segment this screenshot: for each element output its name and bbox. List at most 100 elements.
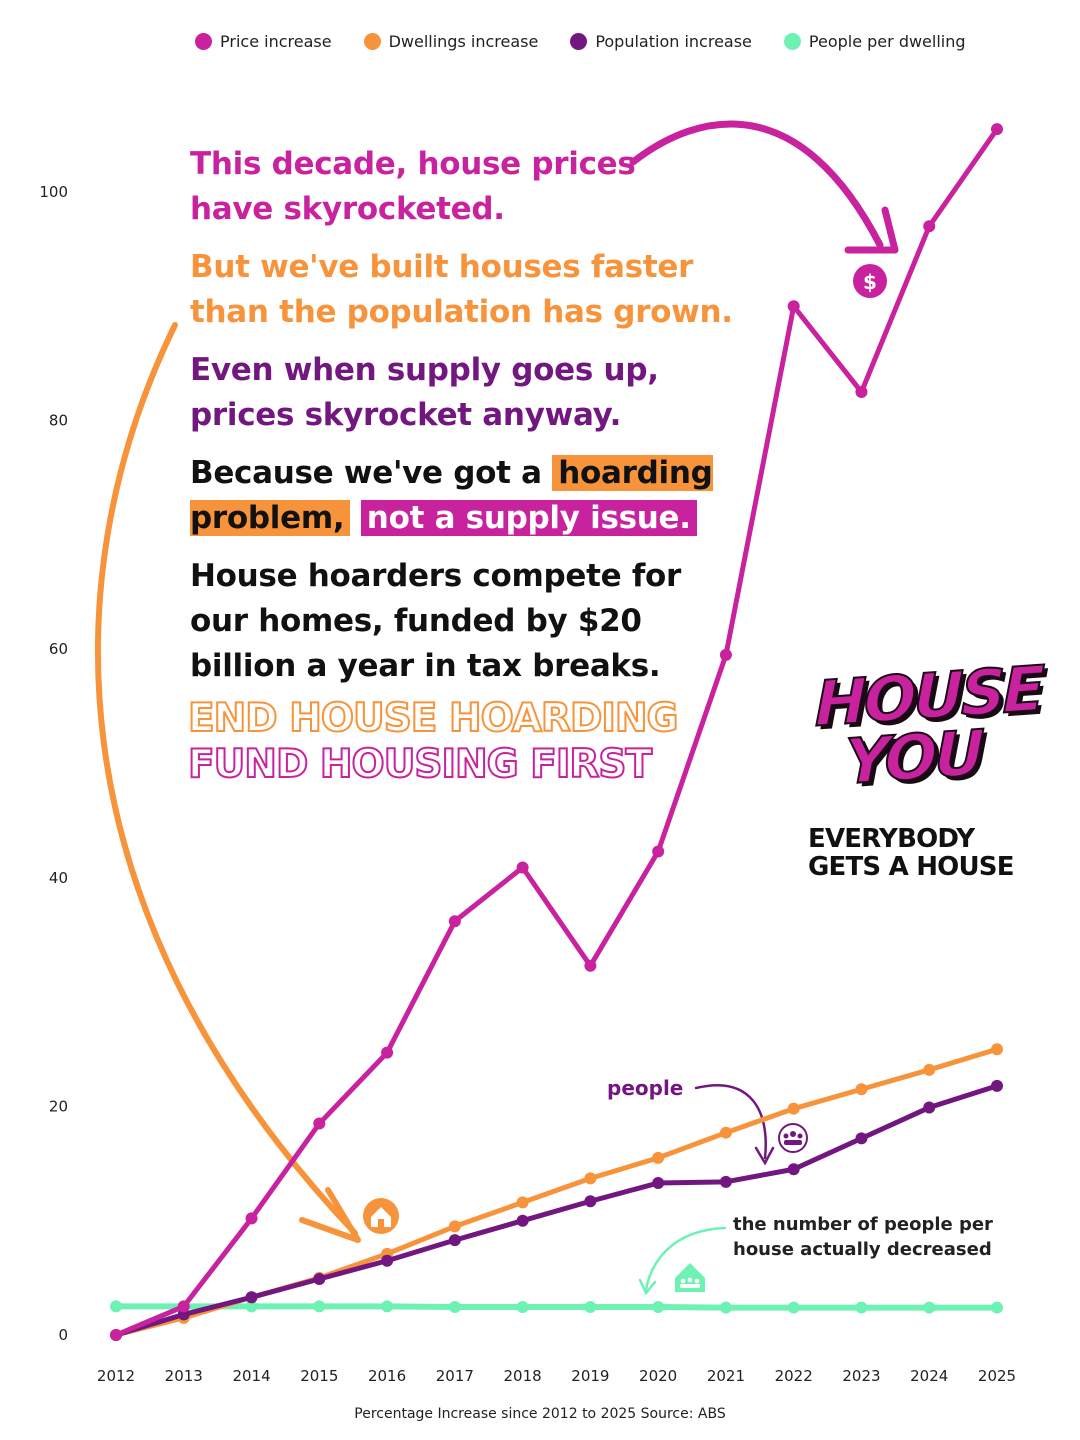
data-point [719, 1126, 732, 1139]
cta-fund-housing: FUND HOUSING FIRST [187, 741, 653, 788]
data-point [787, 1163, 800, 1176]
data-point [855, 1083, 868, 1096]
data-point [245, 1291, 258, 1304]
data-point [516, 1300, 529, 1313]
data-point [991, 1079, 1003, 1092]
logo-tagline: EVERYBODY GETS A HOUSE [808, 825, 1014, 881]
headline-hoarding: Because we've got a hoarding problem, no… [190, 451, 730, 541]
dollar-icon-label: $ [863, 270, 877, 294]
y-axis: 0 20 40 60 80 100 [39, 183, 68, 1344]
data-point [923, 1063, 936, 1076]
logo-word-you: YOU [844, 715, 983, 800]
data-point [516, 1214, 529, 1227]
data-point [448, 915, 461, 928]
data-point [787, 300, 800, 313]
data-point [381, 1300, 394, 1313]
headline-tax-breaks: House hoarders compete for our homes, fu… [190, 558, 682, 684]
chart-caption: Percentage Increase since 2012 to 2025 S… [354, 1406, 726, 1422]
y-tick-label: 0 [58, 1326, 68, 1344]
data-point [177, 1300, 190, 1313]
data-point [313, 1300, 326, 1313]
headline-prices: This decade, house prices have skyrocket… [190, 146, 636, 227]
data-point [313, 1117, 326, 1130]
data-point [719, 1301, 732, 1314]
decrease-annotation-arrow [644, 1226, 727, 1292]
headline-hoarding-prefix: Because we've got a [190, 455, 553, 491]
data-point [584, 1172, 597, 1185]
x-tick-label: 2019 [571, 1367, 609, 1385]
data-point [991, 1301, 1003, 1314]
data-point [245, 1300, 258, 1313]
x-tick-label: 2018 [504, 1367, 542, 1385]
people-arrowhead [754, 1146, 775, 1166]
data-point [245, 1212, 258, 1225]
x-tick-label: 2016 [368, 1367, 406, 1385]
dollar-icon: $ [853, 264, 887, 298]
legend-swatch [570, 33, 588, 50]
series-price-increase [110, 123, 1003, 1341]
x-axis: 2012 2013 2014 2015 2016 2017 2018 2019 2020 2021… [97, 1367, 1016, 1385]
data-point [584, 1195, 597, 1208]
headline-built-faster: But we've built houses faster than the p… [190, 249, 733, 330]
legend-label: Dwellings increase [388, 32, 539, 51]
data-point [313, 1272, 326, 1285]
data-point [923, 1301, 936, 1314]
data-point [991, 1043, 1003, 1056]
x-tick-label: 2024 [910, 1367, 948, 1385]
chart-legend: Price increase Dwellings increase Populati… [195, 32, 966, 51]
decrease-arrowhead [638, 1278, 657, 1296]
series-line [113, 126, 1000, 1338]
price-annotation-arrow [629, 120, 884, 249]
data-point [923, 1101, 936, 1114]
supply-issue-highlight: not a supply issue. [360, 500, 697, 536]
legend-swatch [195, 33, 212, 50]
data-point [652, 1176, 665, 1189]
legend-label: Population increase [595, 32, 752, 51]
x-tick-label: 2021 [707, 1367, 745, 1385]
data-point [652, 1151, 665, 1164]
price-arrowhead [844, 206, 899, 254]
data-point [787, 1102, 800, 1115]
data-point [381, 1254, 394, 1267]
x-tick-label: 2022 [775, 1367, 813, 1385]
data-point [110, 1300, 122, 1313]
series-dwellings-increase [110, 1043, 1003, 1341]
data-point [516, 1196, 529, 1209]
legend-item: Dwellings increase [363, 32, 539, 51]
data-point [448, 1300, 461, 1313]
people-annotation: people [607, 1076, 684, 1100]
cta-end-hoarding: END HOUSE HOARDING [187, 695, 679, 742]
data-point [448, 1234, 461, 1247]
x-tick-label: 2023 [842, 1367, 880, 1385]
data-point [516, 861, 529, 874]
data-point [855, 1301, 868, 1314]
x-tick-label: 2013 [165, 1367, 203, 1385]
people-annotation-arrow [694, 1084, 767, 1160]
data-point [855, 1132, 868, 1145]
headline-supply: Even when supply goes up, prices skyrock… [190, 352, 659, 433]
data-point [110, 1329, 122, 1341]
y-tick-label: 80 [49, 412, 68, 430]
data-point [855, 386, 868, 399]
series-line [113, 1083, 1000, 1338]
decrease-annotation: the number of people per house actually … [733, 1214, 993, 1260]
data-point [719, 1175, 732, 1188]
house-icon [363, 1198, 399, 1234]
series-line [113, 1303, 1000, 1311]
dwellings-annotation-arrow [94, 322, 358, 1236]
legend-item: Population increase [570, 32, 752, 51]
dwellings-arrowhead [299, 1187, 361, 1243]
data-point [652, 1300, 665, 1313]
y-tick-label: 60 [49, 640, 68, 658]
x-tick-label: 2020 [639, 1367, 677, 1385]
legend-item: Price increase [195, 32, 332, 51]
data-point [923, 220, 936, 233]
series-layer [110, 123, 1003, 1341]
y-tick-label: 20 [49, 1097, 68, 1115]
data-point [584, 959, 597, 972]
x-tick-label: 2017 [436, 1367, 474, 1385]
y-tick-label: 100 [39, 183, 68, 201]
data-point [448, 1220, 461, 1233]
series-people-per-dwelling [110, 1300, 1003, 1314]
legend-item: People per dwelling [783, 32, 966, 51]
